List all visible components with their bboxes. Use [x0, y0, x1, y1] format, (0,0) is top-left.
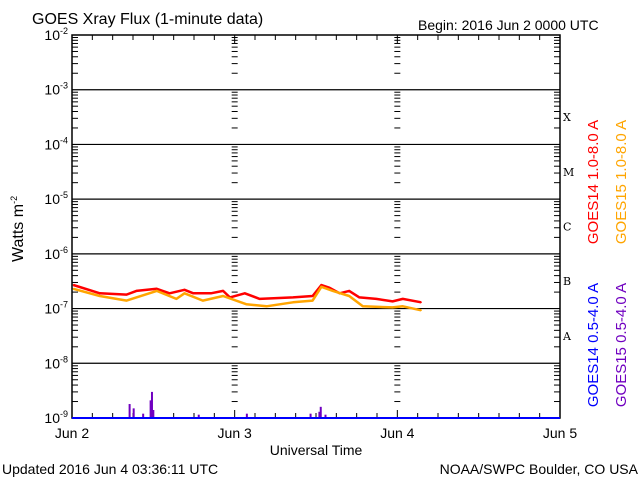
- data-point: [311, 295, 314, 297]
- y-tick-label: 10-6: [44, 245, 68, 262]
- grid: [72, 89, 560, 364]
- data-point: [155, 290, 158, 292]
- y-tick-label: 10-3: [44, 81, 68, 98]
- legend-entry: GOES15 0.5-4.0 A: [613, 283, 630, 407]
- x-tick-label: Jun 3: [218, 425, 252, 441]
- data-point: [125, 299, 128, 302]
- x-tick-label: Jun 4: [380, 425, 414, 441]
- x-tick-labels: Jun 2 Jun 3 Jun 4 Jun 5: [55, 425, 577, 441]
- data-point: [98, 292, 101, 295]
- data-point: [202, 299, 204, 302]
- data-point: [72, 287, 75, 290]
- data-point: [265, 305, 268, 308]
- data-point: [244, 292, 246, 295]
- data-point: [391, 306, 394, 309]
- data-point: [332, 290, 334, 292]
- x-tick-label: Jun 2: [55, 425, 89, 441]
- source-credit: NOAA/SWPC Boulder, CO USA: [440, 461, 639, 477]
- flare-class-label: X: [563, 111, 571, 124]
- data-point: [245, 303, 247, 306]
- plot-frame: [71, 34, 561, 419]
- y-axis-label: Watts m-2: [9, 196, 27, 262]
- y-tick-labels: 10-2 10-3 10-4 10-5 10-6 10-7 10-8 10-9: [44, 26, 68, 426]
- data-point: [258, 298, 261, 300]
- data-point: [125, 293, 128, 296]
- y-tick-label: 10-8: [44, 354, 68, 371]
- data-point: [175, 298, 178, 300]
- flare-class-labels: X M C B A: [562, 111, 574, 343]
- flare-class-label: B: [563, 275, 571, 288]
- data-point: [311, 299, 314, 302]
- legend-entry: GOES14 1.0-8.0 A: [585, 120, 602, 244]
- updated-timestamp: Updated 2016 Jun 4 03:36:11 UTC: [2, 461, 218, 477]
- data-point: [210, 292, 212, 295]
- data-point: [348, 295, 351, 297]
- data-point: [420, 309, 422, 312]
- axis-ticks: [71, 35, 561, 418]
- series-line-0: [73, 283, 422, 304]
- data-point: [72, 284, 75, 286]
- x-tick-label: Jun 5: [543, 425, 577, 441]
- flare-class-label: A: [562, 330, 572, 343]
- data-point: [420, 301, 422, 304]
- y-tick-label: 10-9: [44, 409, 68, 426]
- legend-entry: GOES15 1.0-8.0 A: [613, 120, 630, 244]
- data-point: [222, 295, 224, 297]
- data-point: [183, 292, 186, 295]
- data-point: [320, 285, 323, 288]
- data-point: [222, 290, 224, 292]
- data-point: [391, 300, 394, 303]
- data-point: [168, 292, 171, 295]
- data-point: [135, 290, 138, 292]
- flare-class-label: M: [563, 166, 574, 179]
- y-tick-label: 10-2: [44, 26, 68, 43]
- data-point: [292, 301, 294, 304]
- data-point: [401, 298, 404, 300]
- data-point: [358, 296, 361, 299]
- flare-class-label: C: [563, 221, 571, 234]
- series-layer: [72, 283, 422, 418]
- data-point: [401, 305, 404, 308]
- y-tick-label: 10-5: [44, 190, 68, 207]
- data-point: [361, 305, 364, 308]
- data-point: [320, 284, 323, 286]
- data-point: [292, 296, 294, 299]
- begin-label: Begin: 2016 Jun 2 0000 UTC: [418, 17, 599, 33]
- data-point: [348, 290, 351, 292]
- x-axis-label: Universal Time: [270, 442, 363, 458]
- data-point: [328, 286, 331, 289]
- data-point: [98, 295, 101, 297]
- chart-title: GOES Xray Flux (1-minute data): [32, 11, 263, 28]
- y-tick-label: 10-4: [44, 135, 68, 152]
- y-tick-label: 10-7: [44, 300, 68, 317]
- data-point: [155, 287, 158, 290]
- data-point: [375, 298, 378, 300]
- legend: GOES14 1.0-8.0 A GOES15 1.0-8.0 A GOES14 0…: [585, 120, 630, 407]
- legend-entry: GOES14 0.5-4.0 A: [585, 283, 602, 407]
- data-point: [183, 289, 186, 291]
- data-point: [192, 292, 195, 295]
